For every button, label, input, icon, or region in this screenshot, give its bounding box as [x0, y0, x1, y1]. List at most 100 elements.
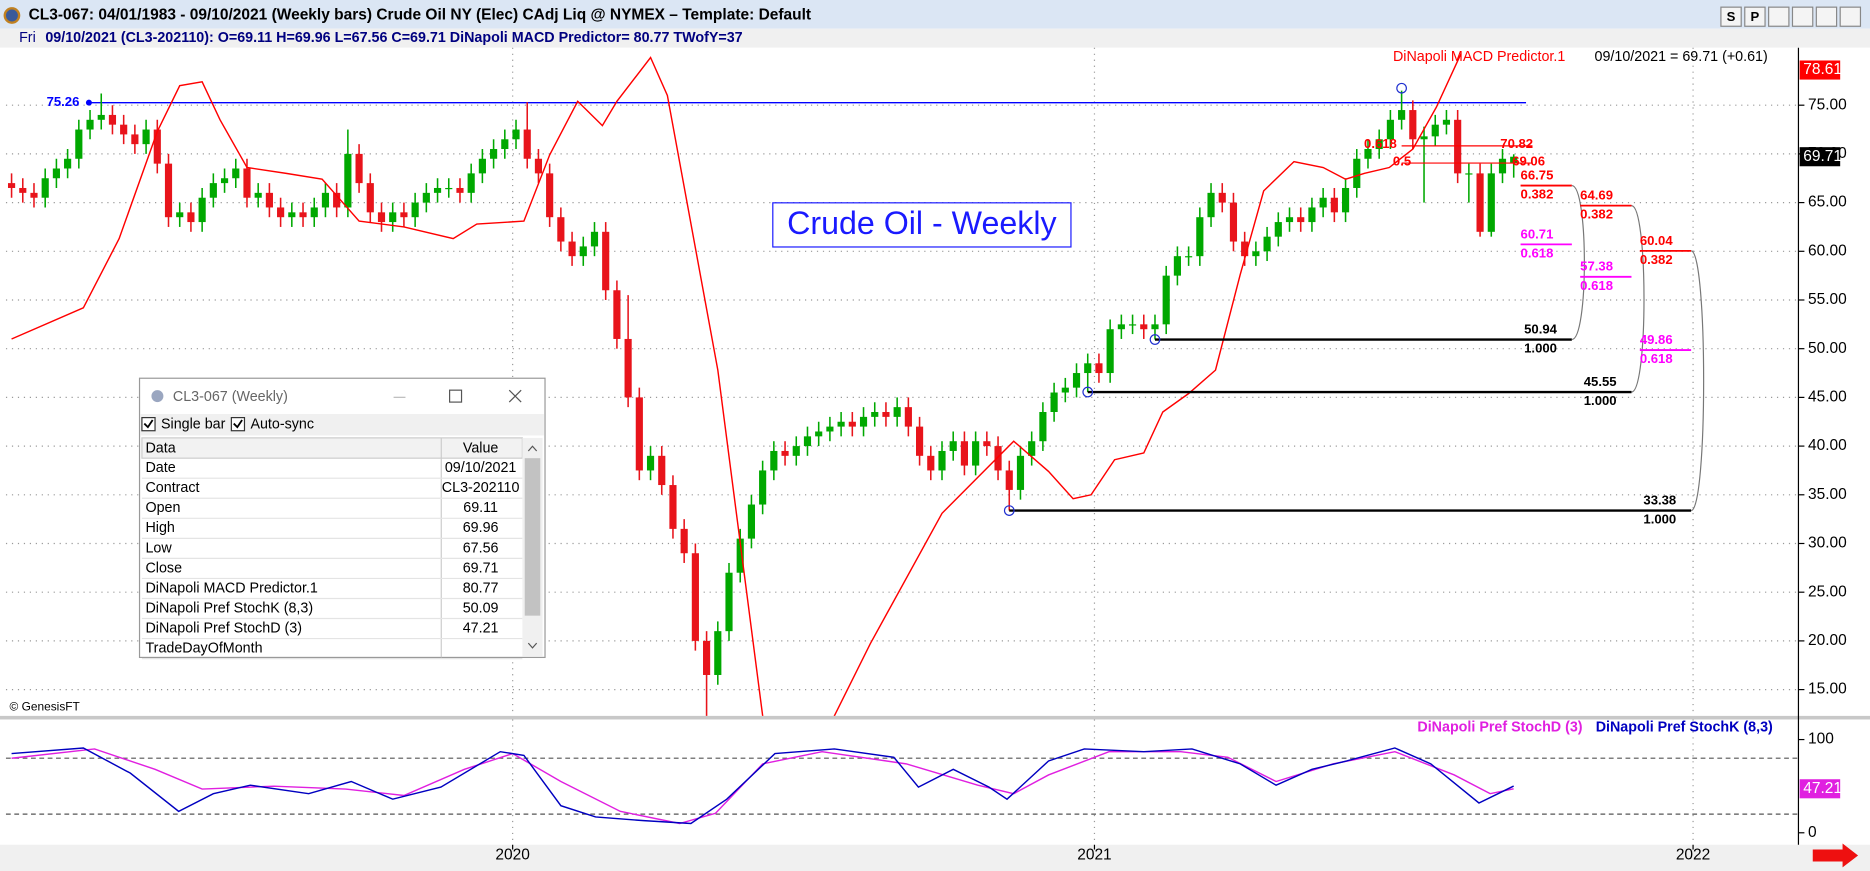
y-tick-label: 65.00 — [1808, 194, 1847, 211]
candle-body — [1498, 158, 1507, 174]
candle-body — [1151, 324, 1159, 330]
candle-body — [120, 124, 128, 135]
series-lines — [11, 53, 1462, 716]
window-control[interactable] — [1768, 6, 1790, 27]
series-lines — [11, 747, 1514, 825]
last-value-box — [1799, 147, 1841, 167]
retracement-ratio: 0.618 — [1364, 136, 1397, 151]
candle-body — [1341, 187, 1350, 213]
candle-body — [613, 290, 621, 339]
candle-body — [1039, 412, 1047, 442]
candle-body — [1274, 222, 1282, 237]
candle-body — [288, 212, 296, 218]
candle-body — [871, 412, 879, 417]
candle-body — [523, 129, 531, 159]
checkbox-label[interactable]: Auto-sync — [250, 417, 314, 433]
candle-body — [265, 192, 273, 208]
table-cell: TradeDayOfMonth — [145, 640, 262, 656]
table-cell: 67.56 — [463, 540, 499, 556]
table-header-cell: Data — [145, 440, 175, 456]
candle-body — [86, 119, 94, 130]
candle-body — [310, 207, 318, 218]
scroll-thumb[interactable] — [524, 458, 541, 616]
window-button[interactable] — [1744, 6, 1766, 27]
candle-body — [546, 173, 554, 218]
candle-body — [187, 212, 195, 223]
checkbox-label[interactable]: Single bar — [161, 417, 226, 433]
candle-body — [400, 212, 408, 218]
candle-body — [736, 538, 744, 573]
candle-body — [490, 149, 498, 159]
projection-ratio: 0.382 — [1640, 252, 1673, 267]
candle-body — [927, 455, 935, 471]
y-tick-label: 15.00 — [1808, 681, 1847, 698]
candle-body — [1028, 441, 1036, 456]
scroll-arrow[interactable] — [527, 642, 538, 649]
candle-body — [1487, 173, 1495, 232]
y-tick-label: 100 — [1808, 731, 1834, 748]
candle-body — [64, 158, 72, 169]
window-control[interactable] — [1839, 6, 1862, 27]
candle-body — [916, 426, 924, 456]
projection-value: 33.38 — [1643, 492, 1676, 507]
candle-body — [1084, 363, 1092, 374]
legend-entry: DiNapoli Pref StochD (3) — [1417, 720, 1582, 736]
candle-body — [770, 450, 778, 471]
projection-bracket — [1690, 250, 1705, 512]
window-button[interactable] — [1720, 6, 1742, 27]
candle-body — [1140, 324, 1148, 330]
y-tick-label: 35.00 — [1808, 486, 1847, 503]
indicator-line — [11, 53, 1462, 716]
scroll-right-arrow[interactable] — [1812, 843, 1859, 868]
candle-body — [512, 129, 520, 140]
legend-entry: DiNapoli Pref StochK (8,3) — [1596, 720, 1773, 736]
candle-body — [153, 129, 161, 164]
candle-body — [1465, 173, 1473, 175]
table-cell: Date — [145, 460, 175, 476]
retracement-value: 69.06 — [1512, 153, 1545, 168]
candle-body — [377, 212, 386, 223]
y-tick-label: 30.00 — [1808, 535, 1847, 552]
candle-body — [635, 397, 643, 471]
y-tick-label: 40.00 — [1808, 437, 1847, 454]
table-cell: 50.09 — [463, 600, 499, 616]
candle-body — [972, 441, 980, 466]
candle-body — [501, 139, 509, 150]
candle-body — [837, 421, 845, 427]
candle-body — [75, 129, 83, 159]
scroll-arrow[interactable] — [527, 445, 538, 452]
candle-body — [703, 640, 711, 675]
projection-ratio: 1.000 — [1524, 341, 1557, 356]
candle-body — [478, 158, 486, 174]
projection-ratio: 1.000 — [1643, 512, 1676, 527]
candle-body — [1476, 173, 1484, 232]
checkmark — [143, 419, 154, 429]
window-control[interactable] — [1815, 6, 1838, 27]
candle-body — [815, 431, 823, 437]
candle-body — [176, 212, 184, 218]
x-tick-label: 2021 — [1077, 847, 1111, 864]
candle-body — [1330, 197, 1338, 213]
window-close[interactable] — [508, 389, 522, 403]
candle-body — [658, 455, 666, 486]
retracement-value: 70.82 — [1500, 136, 1533, 151]
candle-body — [389, 212, 397, 223]
window-control[interactable] — [1791, 6, 1814, 27]
candle-body — [232, 168, 240, 179]
candle-body — [243, 168, 251, 198]
table-cell: DiNapoli MACD Predictor.1 — [145, 580, 317, 596]
candle-body — [983, 441, 991, 447]
candle-body — [344, 153, 352, 208]
info-text: 09/10/2021 (CL3-202110): O=69.11 H=69.96… — [45, 30, 742, 46]
table-cell: CL3-202110 — [442, 480, 520, 496]
candle-body — [557, 217, 565, 242]
table-cell: DiNapoli Pref StochK (8,3) — [145, 600, 313, 616]
window-button[interactable] — [449, 389, 463, 403]
candle-body — [254, 192, 262, 198]
candle-body — [602, 231, 610, 291]
table-cell: 47.21 — [463, 620, 499, 636]
projection-value: 45.55 — [1584, 374, 1617, 389]
projection-ratio: 0.382 — [1580, 207, 1613, 222]
candle-body — [859, 416, 868, 427]
resistance-label: 75.26 — [47, 94, 80, 109]
